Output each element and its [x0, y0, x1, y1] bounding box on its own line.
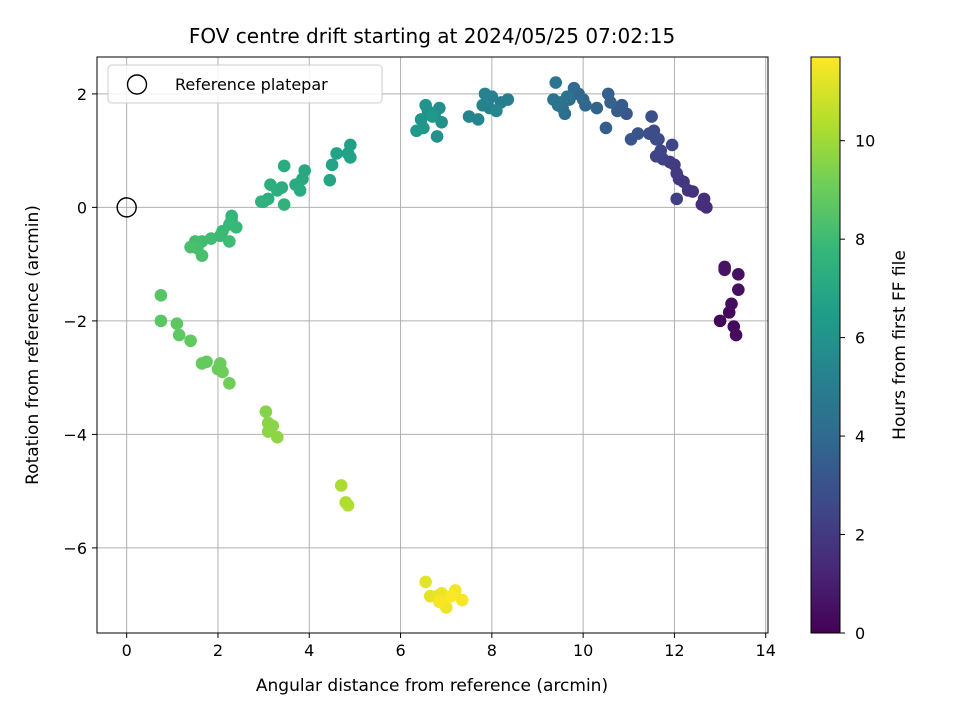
scatter-point [154, 289, 168, 302]
colorbar-gradient [810, 56, 841, 634]
scatter-point [643, 127, 656, 140]
scatter-point [334, 479, 348, 492]
scatter-point [259, 405, 273, 418]
y-tick-label: −6 [63, 539, 87, 558]
scatter-point [590, 101, 604, 115]
colorbar-ticks: 0 2 4 6 8 10 [840, 132, 875, 643]
scatter-point [293, 184, 307, 197]
scatter-point [271, 430, 284, 444]
scatter-point [476, 98, 490, 112]
scatter-point [654, 144, 668, 157]
grid [97, 57, 768, 633]
scatter-point [277, 198, 291, 211]
scatter-point [261, 425, 275, 438]
scatter-point [323, 173, 337, 187]
x-axis-label: Angular distance from reference (arcmin) [256, 676, 608, 696]
scatter-point [216, 365, 229, 379]
scatter-point [223, 235, 236, 248]
scatter-point [645, 110, 658, 123]
data-points [154, 76, 745, 614]
colorbar-tick-label: 6 [855, 329, 865, 348]
x-axis-ticks: 0 2 4 6 8 10 12 14 [122, 633, 776, 660]
colorbar-tick-label: 4 [855, 427, 865, 446]
scatter-point [200, 355, 213, 369]
scatter-point [223, 377, 236, 390]
scatter-point [732, 283, 745, 296]
scatter-point [713, 314, 727, 328]
scatter-point [419, 98, 432, 112]
y-tick-label: −2 [63, 312, 87, 331]
scatter-point [601, 87, 615, 101]
colorbar: 0 2 4 6 8 10 Hours from first FF file [810, 56, 910, 643]
scatter-point [426, 110, 439, 123]
scatter-point [325, 158, 339, 172]
scatter-point [154, 314, 168, 328]
scatter-point [665, 138, 679, 152]
scatter-point [560, 90, 574, 104]
x-tick-label: 6 [395, 641, 405, 660]
scatter-point [725, 297, 738, 311]
scatter-point [558, 107, 572, 121]
scatter-point [435, 115, 448, 129]
scatter-point [410, 124, 423, 138]
scatter-point [490, 104, 503, 118]
scatter-point [455, 593, 469, 607]
plot-frame [96, 56, 769, 634]
reference-point [116, 197, 137, 218]
chart-title: FOV centre drift starting at 2024/05/25 … [189, 24, 675, 48]
colorbar-tick-label: 8 [855, 230, 865, 249]
y-tick-label: 0 [77, 198, 87, 217]
scatter-point [255, 195, 268, 209]
scatter-point [419, 575, 432, 589]
x-tick-label: 8 [487, 641, 497, 660]
y-tick-label: −4 [63, 425, 87, 444]
scatter-point [729, 328, 743, 342]
scatter-point [341, 499, 355, 512]
y-tick-label: 2 [77, 85, 87, 104]
scatter-point [172, 328, 186, 342]
colorbar-label: Hours from first FF file [890, 250, 910, 440]
y-axis-label: Rotation from reference (arcmin) [23, 205, 43, 485]
legend-entry-reference: Reference platepar [175, 75, 328, 94]
y-axis-ticks: −6 −4 −2 0 2 [63, 85, 97, 558]
scatter-point [611, 104, 624, 118]
colorbar-tick-label: 0 [855, 624, 865, 643]
scatter-point [718, 263, 731, 277]
colorbar-tick-label: 2 [855, 526, 865, 545]
x-tick-label: 14 [756, 641, 776, 660]
colorbar-tick-label: 10 [855, 132, 875, 151]
scatter-point [433, 595, 446, 609]
scatter-point [576, 93, 590, 106]
scatter-point [184, 334, 197, 348]
x-tick-label: 0 [122, 641, 132, 660]
scatter-point [732, 268, 745, 281]
x-tick-label: 12 [664, 641, 684, 660]
scatter-point [478, 87, 492, 101]
scatter-point [184, 240, 197, 254]
reference-marker [116, 197, 137, 218]
scatter-point [670, 192, 684, 206]
legend: Reference platepar [107, 64, 383, 104]
scatter-point [697, 192, 711, 206]
scatter-point [549, 76, 563, 89]
scatter-point [567, 81, 581, 95]
scatter-point [264, 178, 277, 191]
legend-box [107, 64, 383, 104]
scatter-point [462, 110, 476, 123]
x-tick-label: 2 [213, 641, 223, 660]
x-tick-label: 4 [304, 641, 314, 660]
scatter-point [170, 317, 184, 331]
x-tick-label: 10 [573, 641, 593, 660]
scatter-point [624, 132, 638, 146]
scatter-point [430, 130, 444, 143]
scatter-point [444, 589, 458, 603]
scatter-point [599, 121, 613, 135]
scatter-point [330, 147, 343, 160]
scatter-point [344, 151, 357, 164]
legend-marker-icon [126, 74, 148, 95]
scatter-point [195, 249, 209, 262]
scatter-point [277, 159, 291, 173]
